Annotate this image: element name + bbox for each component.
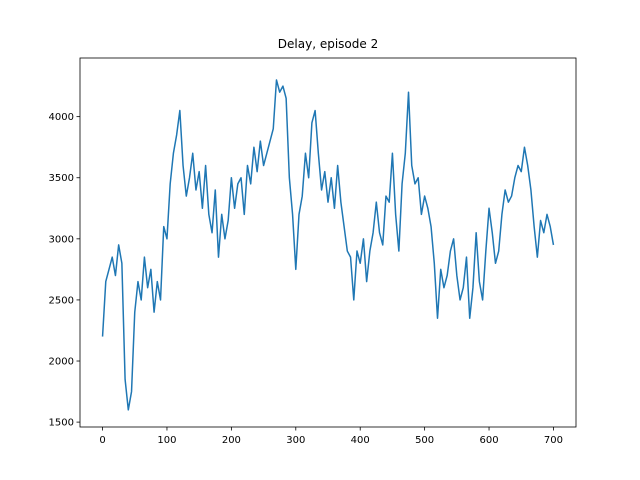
x-tick-label: 100 bbox=[157, 435, 176, 446]
y-tick-label: 4000 bbox=[49, 112, 74, 123]
y-tick-label: 3500 bbox=[49, 173, 74, 184]
x-tick-label: 500 bbox=[415, 435, 434, 446]
x-tick-label: 300 bbox=[286, 435, 305, 446]
chart-title: Delay, episode 2 bbox=[278, 37, 378, 51]
x-tick-label: 400 bbox=[351, 435, 370, 446]
data-line bbox=[101, 79, 555, 411]
y-tick-label: 2000 bbox=[49, 357, 74, 368]
y-tick-label: 1500 bbox=[49, 418, 74, 429]
y-tick-label: 3000 bbox=[49, 234, 74, 245]
y-tick-label: 2500 bbox=[49, 295, 74, 306]
x-tick-label: 200 bbox=[222, 435, 241, 446]
axes-frame bbox=[79, 57, 577, 428]
x-tick-label: 600 bbox=[479, 435, 498, 446]
x-tick-label: 0 bbox=[99, 435, 105, 446]
x-tick-label: 700 bbox=[544, 435, 563, 446]
